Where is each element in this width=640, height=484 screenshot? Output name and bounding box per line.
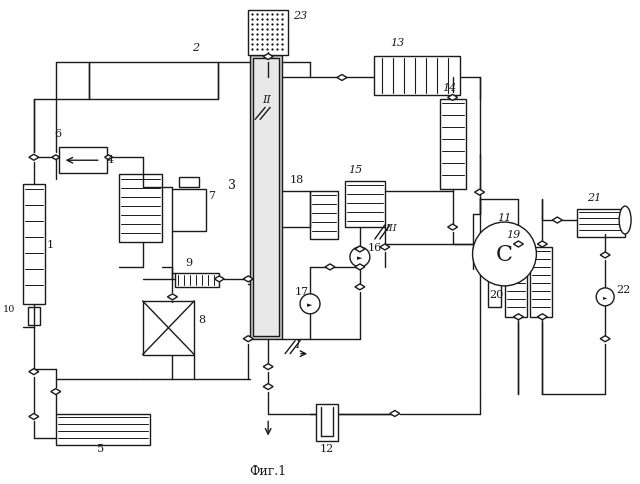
- Bar: [179, 178, 199, 188]
- Text: 8: 8: [198, 314, 205, 324]
- Bar: [345, 182, 385, 227]
- Circle shape: [350, 247, 370, 267]
- Circle shape: [472, 223, 536, 286]
- Text: 12: 12: [320, 443, 334, 454]
- Polygon shape: [390, 410, 400, 417]
- Polygon shape: [168, 294, 177, 300]
- Text: 21: 21: [588, 193, 602, 203]
- Polygon shape: [380, 244, 390, 250]
- Text: I: I: [295, 339, 300, 349]
- Bar: [143, 301, 195, 355]
- Text: ►: ►: [603, 295, 607, 300]
- Bar: [577, 210, 625, 238]
- Text: 15: 15: [348, 165, 362, 175]
- Polygon shape: [355, 284, 365, 290]
- Bar: [56, 414, 150, 445]
- Bar: [172, 190, 206, 231]
- Polygon shape: [513, 314, 524, 320]
- Bar: [316, 404, 338, 441]
- Bar: [248, 11, 288, 56]
- Text: II: II: [262, 95, 271, 105]
- Polygon shape: [263, 364, 273, 370]
- Text: 10: 10: [3, 304, 15, 314]
- Polygon shape: [263, 54, 273, 60]
- Text: 3: 3: [228, 178, 236, 191]
- Text: 20: 20: [490, 289, 504, 299]
- Polygon shape: [447, 95, 458, 101]
- Bar: [253, 59, 279, 336]
- Bar: [310, 192, 338, 240]
- Polygon shape: [538, 242, 547, 247]
- Text: 23: 23: [293, 11, 307, 21]
- Polygon shape: [337, 76, 347, 81]
- Polygon shape: [51, 389, 61, 395]
- Polygon shape: [538, 314, 547, 320]
- Bar: [23, 185, 45, 304]
- Bar: [89, 62, 218, 100]
- Bar: [531, 247, 552, 317]
- Polygon shape: [447, 225, 458, 230]
- Text: 18: 18: [290, 175, 304, 185]
- Text: 22: 22: [616, 284, 630, 294]
- Polygon shape: [52, 155, 60, 160]
- Polygon shape: [104, 155, 113, 160]
- Text: 7: 7: [209, 191, 215, 201]
- Ellipse shape: [619, 207, 631, 235]
- Bar: [488, 247, 502, 307]
- Text: Фиг.1: Фиг.1: [250, 464, 287, 477]
- Text: 4: 4: [106, 155, 113, 165]
- Text: 9: 9: [186, 257, 193, 267]
- Bar: [175, 273, 220, 287]
- Polygon shape: [355, 264, 365, 271]
- Text: 6: 6: [54, 129, 61, 139]
- Polygon shape: [243, 336, 253, 342]
- Polygon shape: [29, 369, 39, 375]
- Polygon shape: [600, 253, 610, 258]
- Bar: [506, 247, 527, 317]
- Text: 11: 11: [497, 212, 512, 223]
- Bar: [59, 148, 107, 174]
- Text: 16: 16: [368, 242, 382, 253]
- Polygon shape: [29, 155, 39, 161]
- Text: 17: 17: [295, 286, 309, 296]
- Bar: [28, 307, 40, 325]
- Bar: [440, 100, 465, 190]
- Text: 2: 2: [193, 43, 200, 52]
- Text: C: C: [496, 243, 513, 265]
- Text: ►: ►: [307, 300, 313, 308]
- Circle shape: [596, 288, 614, 306]
- Polygon shape: [325, 264, 335, 271]
- Polygon shape: [600, 336, 610, 342]
- Circle shape: [300, 294, 320, 314]
- Text: 19: 19: [506, 229, 521, 240]
- Polygon shape: [474, 190, 484, 196]
- Text: 1: 1: [47, 240, 54, 249]
- Text: 13: 13: [390, 37, 404, 47]
- Text: 5: 5: [97, 443, 104, 454]
- Text: III: III: [385, 223, 396, 232]
- Bar: [374, 57, 460, 96]
- Polygon shape: [513, 242, 524, 247]
- Text: ►: ►: [357, 254, 363, 261]
- Polygon shape: [552, 218, 563, 224]
- Bar: [250, 56, 282, 339]
- Polygon shape: [29, 414, 39, 420]
- Polygon shape: [214, 276, 224, 282]
- Text: 14: 14: [443, 83, 457, 93]
- Bar: [118, 175, 163, 242]
- Polygon shape: [263, 384, 273, 390]
- Polygon shape: [355, 246, 365, 253]
- Polygon shape: [243, 276, 253, 282]
